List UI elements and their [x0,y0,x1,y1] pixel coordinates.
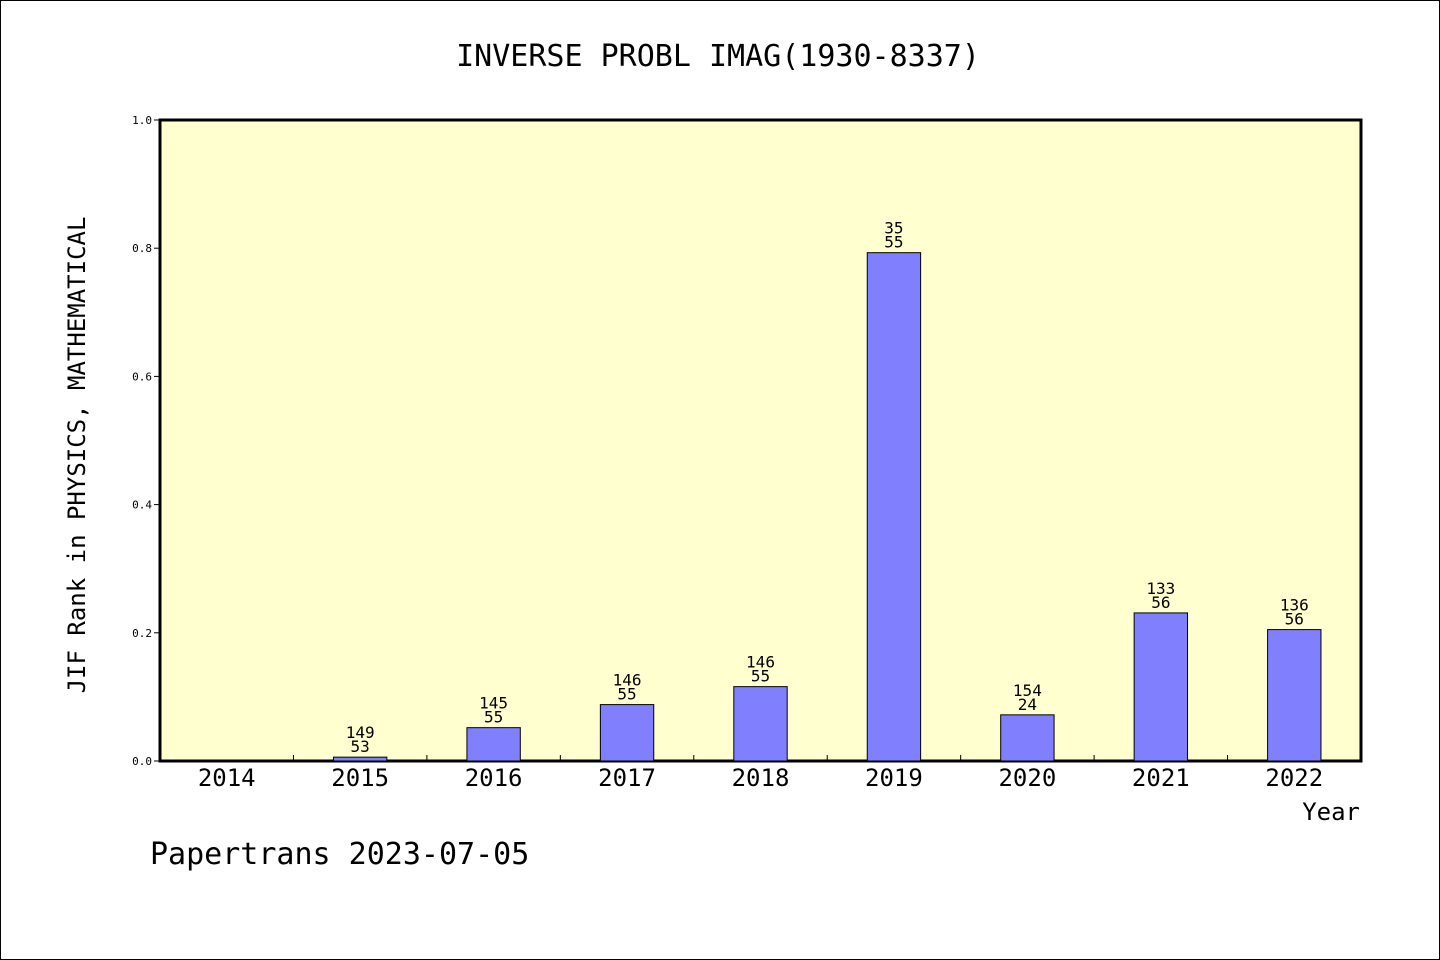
footer-text: Papertrans 2023-07-05 [150,837,529,872]
bar [332,756,388,762]
bars [332,252,1322,762]
bar [466,727,521,762]
bar [1267,629,1322,762]
x-tick-label: 2019 [865,764,923,792]
bar-label-rank: 149 [346,723,375,742]
bar-label-rank: 146 [746,653,775,672]
chart-title: INVERSE PROBL IMAG(1930-8337) [456,39,980,74]
x-tick-label: 2016 [465,764,523,792]
x-tick-label: 2020 [998,764,1056,792]
bar [1000,714,1055,762]
y-tick-label: 1.0 [132,114,152,127]
y-axis-label: JIF Rank in PHYSICS, MATHEMATICAL [63,217,91,694]
y-tick-label: 0.0 [132,755,152,768]
bar-label-total: 55 [617,685,636,704]
bar-label-rank: 146 [613,671,642,690]
bar-label-total: 24 [1018,695,1037,714]
x-tick-label: 2022 [1265,764,1323,792]
bar [733,686,788,762]
y-tick-label: 0.4 [132,499,152,512]
bar [599,704,655,762]
bar-label-total: 56 [1285,610,1304,629]
x-tick-label: 2017 [598,764,656,792]
bar [1133,612,1189,762]
bar [866,252,922,762]
bar-label-rank: 136 [1280,596,1309,615]
bar-label-rank: 133 [1146,579,1175,598]
x-tick-label: 2014 [198,764,256,792]
y-axis-ticks: 0.0 0.2 0.4 0.6 0.8 1.0 [132,114,160,768]
y-tick-label: 0.8 [132,242,152,255]
bar-label-rank: 35 [884,219,903,238]
x-axis-ticks: 2014 2015 2016 2017 2018 2019 2020 2021 2022 [198,755,1323,792]
bar-label-total: 55 [751,667,770,686]
x-tick-label: 2015 [331,764,389,792]
bar-label-total: 56 [1151,593,1170,612]
bar-label-rank: 154 [1013,681,1042,700]
x-tick-label: 2018 [732,764,790,792]
bar-label-rank: 145 [479,694,508,713]
y-tick-label: 0.6 [132,370,152,383]
bar-label-total: 55 [884,233,903,252]
x-tick-label: 2021 [1132,764,1190,792]
bar-label-total: 55 [484,708,503,727]
y-tick-label: 0.2 [132,627,152,640]
x-axis-label: Year [1302,798,1360,826]
bar-label-total: 53 [351,737,370,756]
